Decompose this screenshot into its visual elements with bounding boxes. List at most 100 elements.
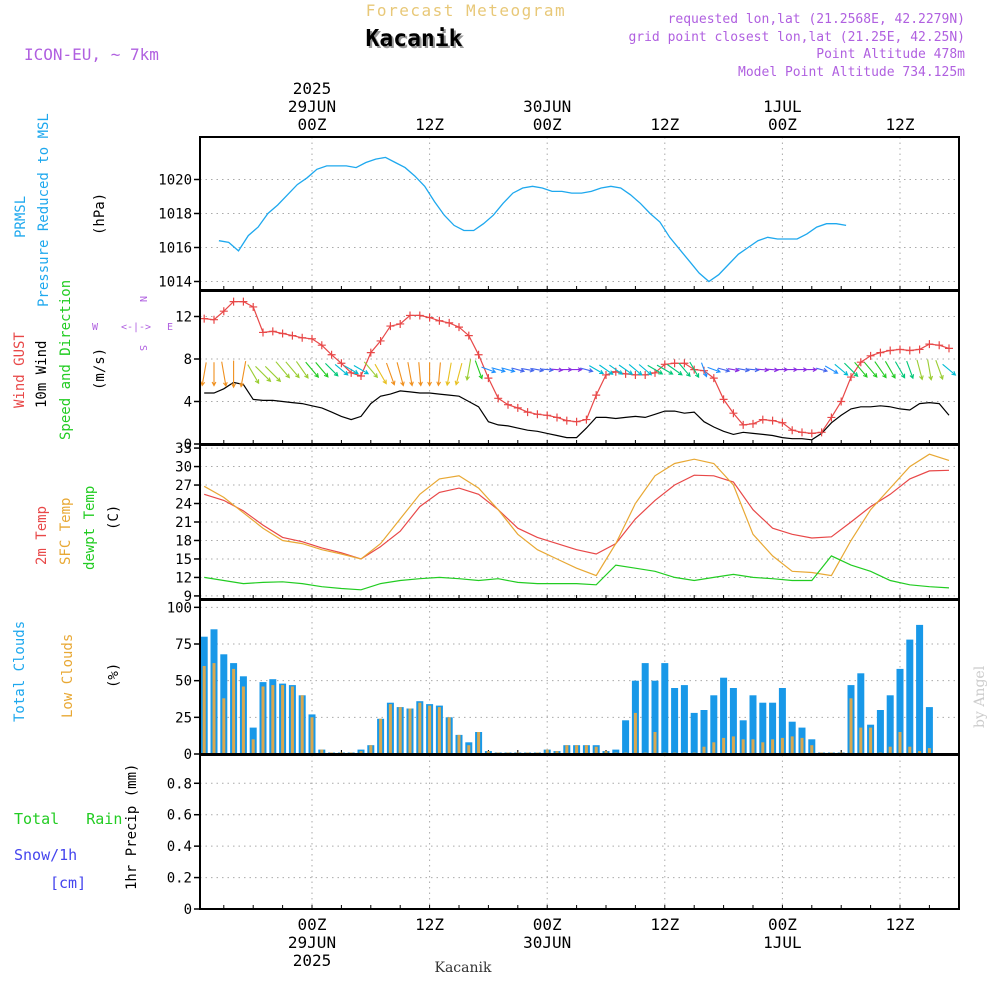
low-cloud-bar [359,751,363,754]
low-cloud-bar [584,745,588,754]
total-cloud-bar [671,688,679,754]
low-cloud-bar [888,746,892,754]
low-cloud-bar [545,749,549,754]
requested-coords: requested lon,lat (21.2568E, 42.2279N) [668,12,965,27]
wind-label: 10m Wind [34,341,50,408]
bottom-time-label: 00Z [768,915,797,934]
low-cloud-bar [565,745,569,754]
wind-arrow [666,364,683,376]
dewpt-label: dewpt Temp [82,486,98,570]
gust-marker [249,302,258,311]
wind-arrow [511,367,526,373]
gust-marker [317,341,326,350]
wind-arrow [797,367,808,372]
low-cloud-bar [555,751,559,754]
total-cloud-bar [896,668,904,754]
low-cloud-bar [712,742,716,754]
total-cloud-bar [886,695,894,754]
gust-marker [876,348,885,357]
gust-marker [288,331,297,340]
wind-arrow [927,359,934,381]
low-cloud-bar [271,685,275,754]
wind-y-tick-label: 8 [184,352,192,368]
gust-marker [758,415,767,424]
wind-arrow [717,367,731,373]
precip-y-tick-label: 0.6 [167,808,192,824]
total-cloud-bar [622,720,630,754]
wind-arrow [305,361,320,378]
wind-arrow [638,364,653,376]
wind-arrow [689,361,700,379]
gust-marker [709,374,718,383]
low-cloud-bar [477,732,481,754]
low-cloud-bar [212,663,216,754]
wind-arrow [609,364,624,375]
gust-marker [886,346,895,355]
wind-arrow [427,362,432,387]
low-cloud-bar [261,686,265,754]
plot-area: 1014101610181020048129121518212427303302… [158,79,960,970]
gust-marker [729,409,738,418]
wind-arrow [747,367,760,373]
bottom-time-label: 1JUL [763,933,802,952]
total-cloud-bar [729,688,737,754]
wind-arrow [737,367,751,373]
gust-marker [435,316,444,325]
wind-arrow [656,364,674,375]
gust-marker [925,340,934,349]
gust-marker [474,350,483,359]
low-cloud-bar [428,705,432,754]
precip-frame [199,754,960,910]
wind-arrow [551,367,564,373]
low-cloud-bar [869,727,873,754]
pressure-y-tick-label: 1016 [158,241,192,257]
pressure-unit: (hPa) [92,193,108,235]
low-cloud-bar [594,746,598,754]
pressure-label-1: PRMSL [13,196,29,238]
wind-arrow [285,361,300,379]
compass-e: E [167,322,173,333]
gust-marker [768,416,777,425]
top-time-label: 12Z [650,115,679,134]
low-cloud-bar [437,707,441,754]
bottom-time-label: 2025 [293,951,332,970]
wind-arrow [396,362,405,387]
low-cloud-bar [722,737,726,754]
total-cloud-bar [857,673,865,754]
low-cloud-bar [731,736,735,754]
total-cloud-bar [906,639,914,754]
wind-y-tick-label: 0 [184,437,192,453]
gust-marker [641,370,650,379]
gust-label: Wind GUST [12,332,28,408]
gust-marker [308,334,316,343]
wind-arrow [647,364,664,375]
gust-marker [788,426,797,435]
wind-arrow [906,360,915,380]
chart-subtitle: Forecast Meteogram [366,1,566,20]
low-cloud-bar [281,685,285,754]
wind-arrow [580,367,594,373]
gust-marker [504,400,512,409]
temp-y-tick-label: 33 [175,441,192,457]
low-cloud-bar [398,707,402,754]
top-time-label: 12Z [415,115,444,134]
gust-marker [827,413,836,422]
wind-arrow [599,364,614,375]
total-cloud-bar [661,663,669,754]
bottom-time-label: 12Z [650,915,679,934]
wind-labels: Wind GUST 10m Wind Speed and Direction (… [12,280,173,440]
snow-unit: [cm] [50,874,86,892]
wind-arrow [436,362,442,387]
gust-marker [464,331,473,340]
low-cloud-bar [408,708,412,754]
total-cloud-bar [700,710,708,754]
wind-arrow [678,362,691,378]
low-cloud-bar [202,666,206,754]
low-cloud-bar [849,698,853,754]
wind-grid: 0 4 8 12 [175,291,960,453]
bottom-time-label: 00Z [298,915,327,934]
low-cloud-bar [927,748,931,754]
temp-y-tick-label: 27 [175,478,192,494]
gust-marker [807,429,816,438]
gust-marker [229,297,238,306]
